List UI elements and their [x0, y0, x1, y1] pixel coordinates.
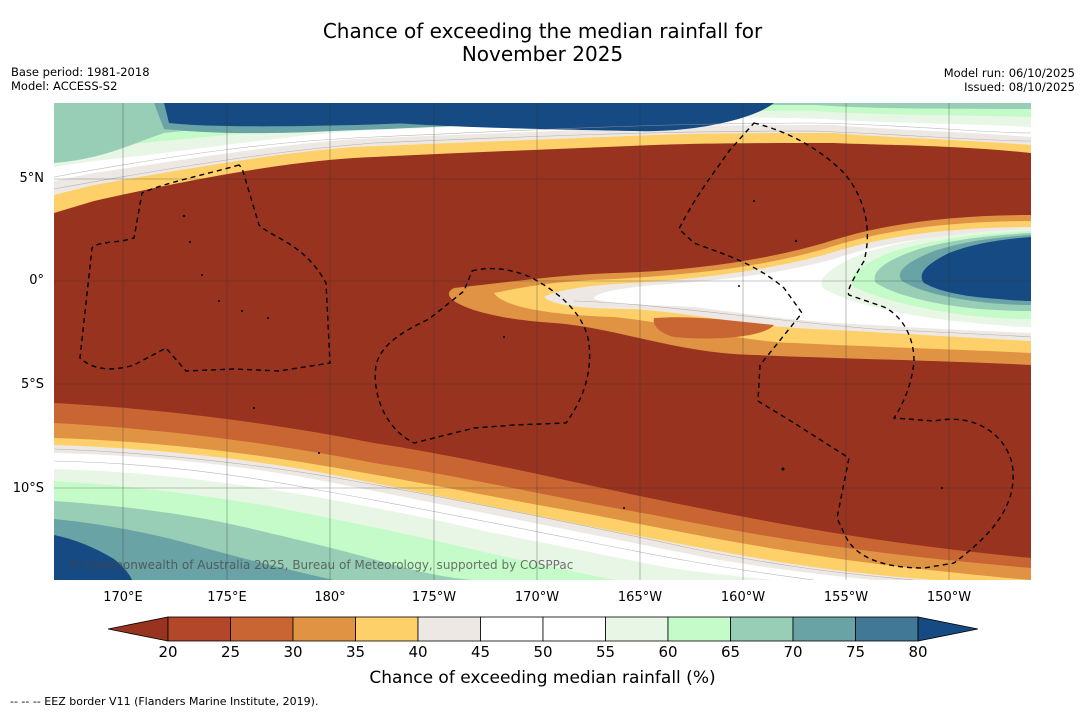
lat-label-10s: 10°S: [12, 481, 44, 496]
lon-label-175e: 175°E: [207, 590, 247, 605]
lon-label-175w: 175°W: [411, 590, 457, 605]
colorbar: [108, 616, 978, 642]
issued-date: Issued: 08/10/2025: [964, 80, 1075, 94]
colorbar-tick-60: 60: [658, 643, 678, 661]
colorbar-segment-75: [855, 616, 919, 642]
colorbar-segment-70: [792, 616, 856, 642]
island-specks: [182, 200, 943, 509]
eez-borders: [79, 122, 1014, 569]
colorbar-tick-25: 25: [220, 643, 241, 661]
eez-kiribati-line: [678, 122, 1014, 569]
colorbar-segment-20: [167, 616, 231, 642]
colorbar-segment-40: [417, 616, 481, 642]
rainfall-map: [54, 103, 1031, 580]
meta-right: Model run: 06/10/2025 Issued: 08/10/2025: [944, 66, 1075, 94]
eq-dry-patch: [653, 317, 774, 339]
base-period: Base period: 1981-2018: [11, 65, 150, 79]
eez-footnote: -- -- -- EEZ border V11 (Flanders Marine…: [10, 695, 319, 708]
colorbar-tick-45: 45: [470, 643, 491, 661]
colorbar-segment-55: [605, 616, 669, 642]
colorbar-tick-65: 65: [720, 643, 741, 661]
colorbar-segment-60: [667, 616, 731, 642]
eez-kiribati-phoenix: [374, 267, 591, 444]
colorbar-tick-35: 35: [345, 643, 366, 661]
title-line-1: Chance of exceeding the median rainfall …: [322, 19, 763, 43]
colorbar-segment-35: [355, 616, 419, 642]
lon-label-160w: 160°W: [720, 590, 766, 605]
lat-label-5s: 5°S: [20, 377, 44, 392]
south-band-75: [54, 519, 334, 580]
colorbar-label: Chance of exceeding median rainfall (%): [369, 668, 716, 688]
lon-label-155w: 155°W: [823, 590, 869, 605]
lon-label-170w: 170°W: [514, 590, 560, 605]
colorbar-segment-25: [230, 616, 294, 642]
colorbar-tick-50: 50: [533, 643, 553, 661]
lat-label-5n: 5°N: [19, 171, 45, 186]
lon-label-150w: 150°W: [926, 590, 972, 605]
colorbar-extend-high: [917, 616, 978, 642]
colorbar-tick-75: 75: [845, 643, 866, 661]
meta-left: Base period: 1981-2018 Model: ACCESS-S2: [11, 65, 150, 93]
model-name: Model: ACCESS-S2: [11, 79, 118, 93]
lat-label-0: 0°: [29, 273, 44, 288]
colorbar-tick-40: 40: [408, 643, 428, 661]
colorbar-extend-low: [108, 616, 169, 642]
colorbar-tick-30: 30: [283, 643, 303, 661]
rainfall-map-svg: [54, 103, 1031, 580]
colorbar-tick-70: 70: [783, 643, 803, 661]
graticule: [54, 103, 1031, 580]
map-copyright: © Commonwealth of Australia 2025, Bureau…: [68, 558, 574, 572]
colorbar-tick-20: 20: [158, 643, 178, 661]
contour-lines: [54, 122, 1031, 580]
north-east-blue: [394, 103, 774, 132]
colorbar-tick-55: 55: [595, 643, 616, 661]
colorbar-segment-45: [480, 616, 544, 642]
map-title: Chance of exceeding the median rainfall …: [0, 20, 1085, 66]
lon-label-165w: 165°W: [617, 590, 663, 605]
model-run: Model run: 06/10/2025: [943, 66, 1075, 80]
title-line-2: November 2025: [461, 42, 624, 66]
colorbar-segment-30: [292, 616, 356, 642]
lon-label-170e: 170°E: [103, 590, 143, 605]
south-band-80: [54, 535, 132, 580]
colorbar-segment-50: [542, 616, 606, 642]
eez-kiribati-gilberts: [79, 164, 331, 372]
colorbar-segment-65: [730, 616, 794, 642]
lon-label-180: 180°: [314, 590, 346, 605]
colorbar-tick-80: 80: [908, 643, 928, 661]
